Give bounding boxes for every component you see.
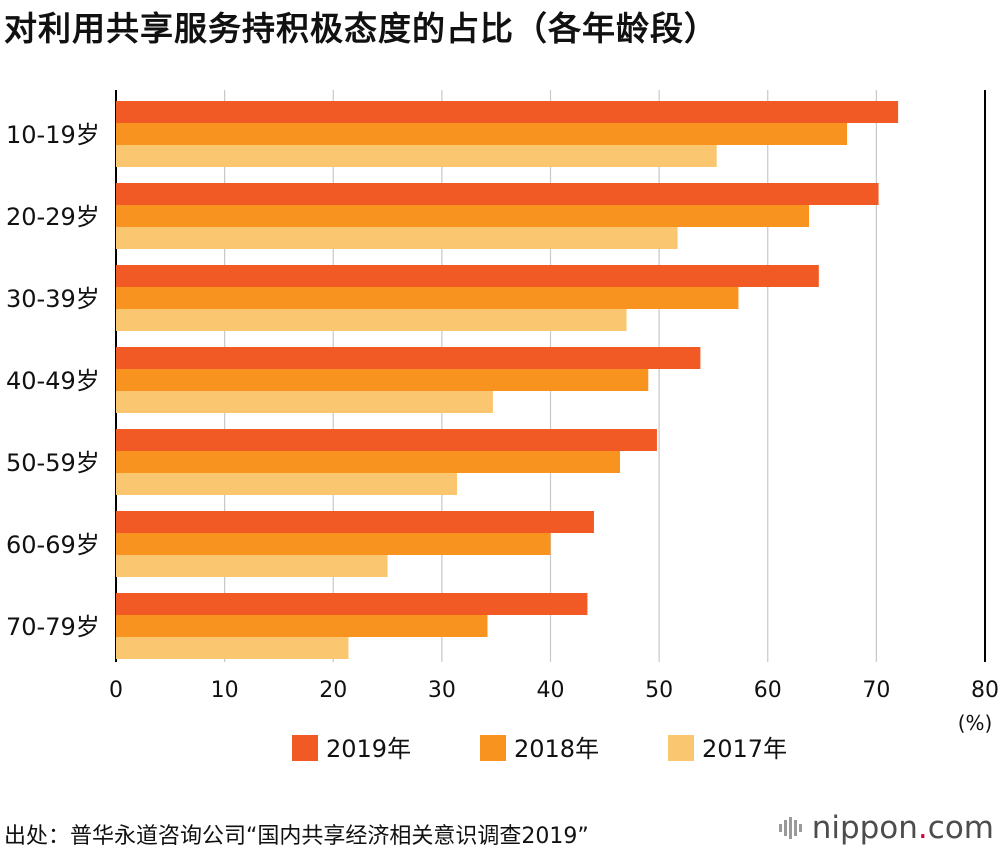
- bar-2017-50-59岁: [116, 473, 458, 495]
- category-label: 70-79岁: [6, 613, 100, 641]
- bar-2019-30-39岁: [116, 265, 819, 287]
- category-label: 50-59岁: [6, 449, 100, 477]
- x-tick-label: 10: [211, 678, 239, 703]
- category-label: 20-29岁: [6, 203, 100, 231]
- x-tick-label: 40: [537, 678, 565, 703]
- brand-dot: .: [917, 810, 928, 846]
- bar-2017-40-49岁: [116, 391, 493, 413]
- x-tick-label: 30: [428, 678, 456, 703]
- bar-2018-70-79岁: [116, 615, 488, 637]
- bar-chart: 10-19岁 20-29岁 30-39岁 40-49岁 50-59岁 60-69岁 70-7…: [6, 90, 999, 763]
- brand-logo: nippon.com: [778, 810, 994, 846]
- x-tick-label: 80: [971, 678, 999, 703]
- x-tick-label: 50: [645, 678, 673, 703]
- source-note: 出处：普华永道咨询公司“国内共享经济相关意识调查2019”: [4, 824, 589, 849]
- x-tick-label: 20: [319, 678, 347, 703]
- x-unit-label: (%): [958, 711, 993, 735]
- bar-2019-70-79岁: [116, 593, 588, 615]
- legend-swatch-2018: [480, 735, 506, 761]
- legend-swatch-2017: [668, 735, 694, 761]
- bar-2019-50-59岁: [116, 429, 657, 451]
- x-tick-label: 60: [754, 678, 782, 703]
- bar-2018-50-59岁: [116, 451, 621, 473]
- bar-2019-20-29岁: [116, 183, 879, 205]
- bar-2017-70-79岁: [116, 637, 349, 659]
- bar-2018-40-49岁: [116, 369, 649, 391]
- bar-2017-20-29岁: [116, 227, 678, 249]
- brand-tld: com: [927, 810, 994, 846]
- legend-swatch-2019: [292, 735, 318, 761]
- category-label: 30-39岁: [6, 285, 100, 313]
- waveform-icon: [778, 817, 802, 839]
- category-label: 10-19岁: [6, 121, 100, 149]
- bar-2017-10-19岁: [116, 145, 717, 167]
- brand-name: nippon: [811, 810, 918, 846]
- legend-label-2017: 2017年: [702, 735, 787, 763]
- bar-2019-10-19岁: [116, 101, 899, 123]
- bar-2018-30-39岁: [116, 287, 739, 309]
- category-label: 60-69岁: [6, 531, 100, 559]
- chart-title: 对利用共享服务持积极态度的占比（各年龄段）: [4, 9, 718, 48]
- bar-2018-60-69岁: [116, 533, 551, 555]
- legend-label-2018: 2018年: [514, 735, 599, 763]
- bar-2019-60-69岁: [116, 511, 594, 533]
- bar-2018-10-19岁: [116, 123, 848, 145]
- bar-2018-20-29岁: [116, 205, 810, 227]
- x-tick-label: 70: [862, 678, 890, 703]
- category-label: 40-49岁: [6, 367, 100, 395]
- bar-2019-40-49岁: [116, 347, 701, 369]
- bar-2017-30-39岁: [116, 309, 627, 331]
- legend-label-2019: 2019年: [326, 735, 411, 763]
- bar-2017-60-69岁: [116, 555, 388, 577]
- x-tick-label: 0: [109, 678, 123, 703]
